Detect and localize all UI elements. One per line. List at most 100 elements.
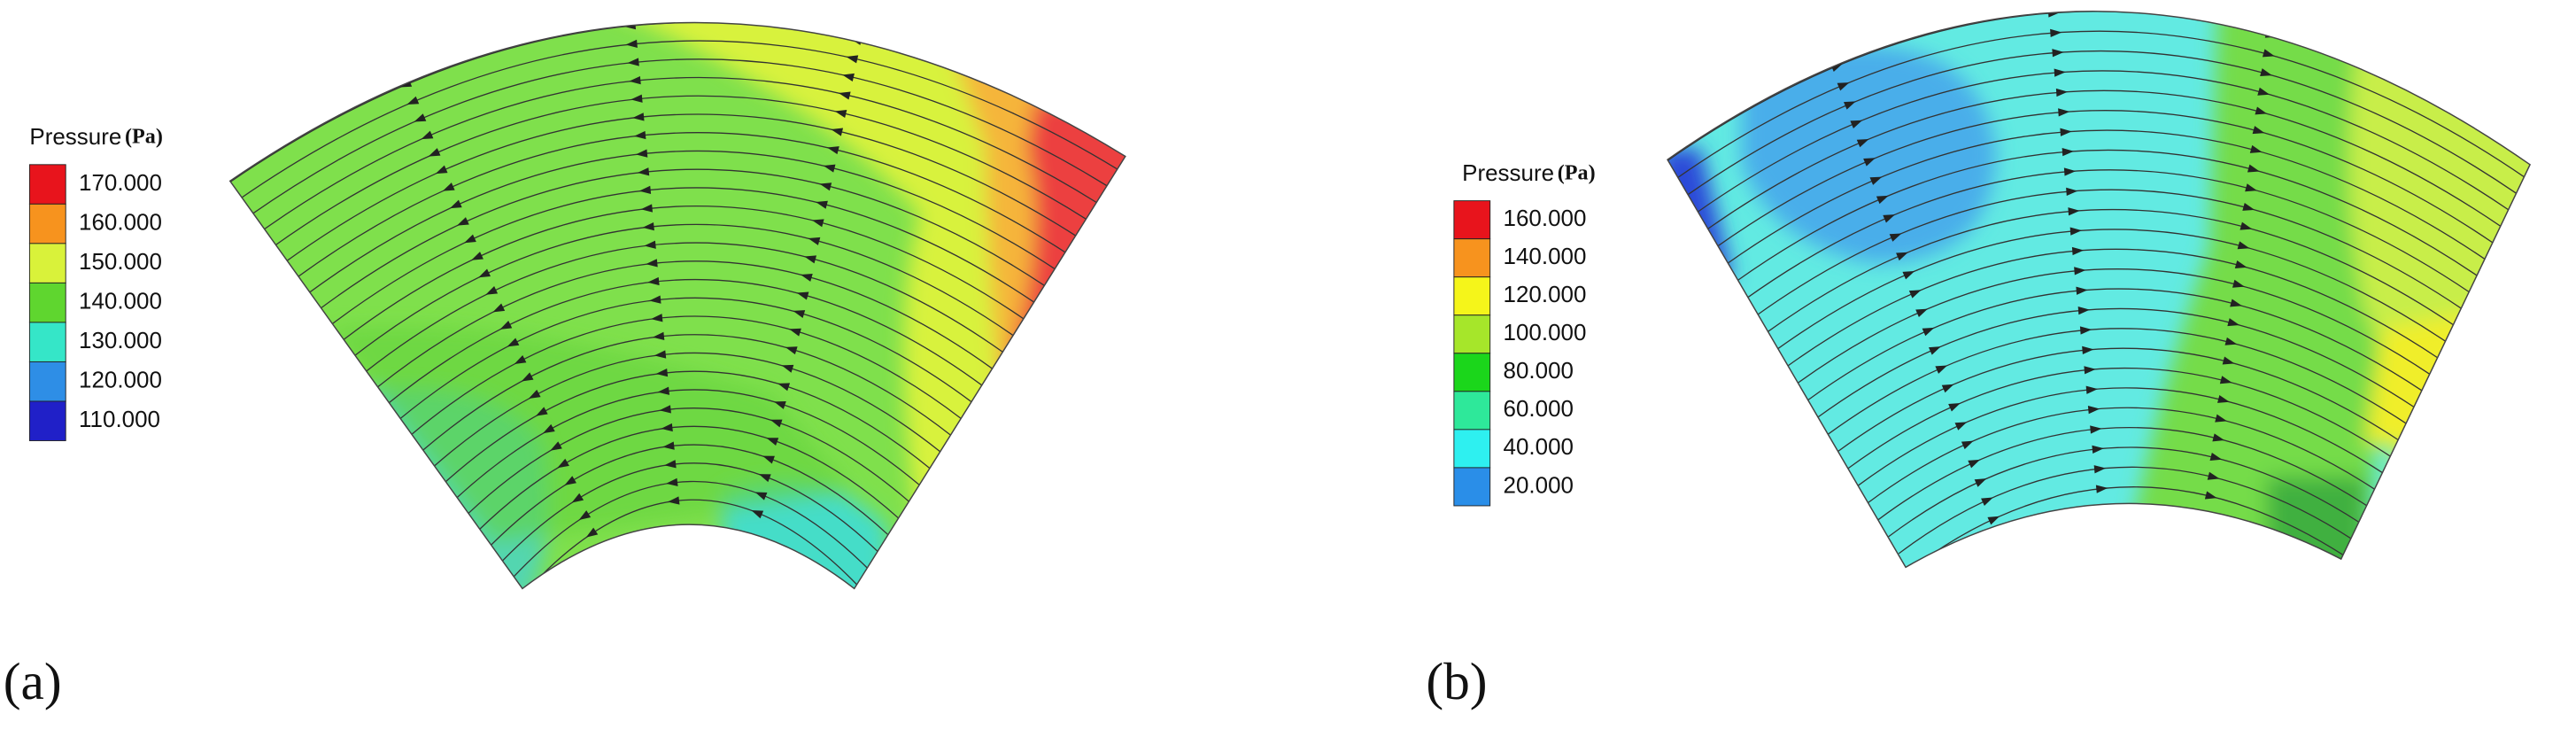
streamline (433, 352, 942, 468)
streamline (1898, 466, 2353, 555)
streamline (306, 150, 1056, 295)
legend-swatch (1453, 238, 1491, 278)
flow-arrow (762, 455, 775, 464)
flow-arrow (638, 185, 652, 194)
flow-arrow (2068, 207, 2080, 216)
flow-arrow (2077, 307, 2090, 315)
flow-arrow (637, 167, 650, 176)
flow-arrow (2090, 425, 2102, 434)
streamline (1725, 129, 2487, 266)
streamline (1735, 149, 2479, 283)
fan-outline-a (228, 21, 1126, 590)
streamline (456, 389, 921, 499)
flow-arrow (564, 476, 576, 485)
flow-arrow (543, 423, 555, 434)
legend-swatch (1453, 467, 1491, 507)
flow-arrow (1889, 233, 1902, 242)
legend-label: 140.000 (79, 288, 162, 314)
streamline (514, 480, 869, 577)
flow-arrow (1844, 101, 1856, 110)
legend-swatch (28, 164, 66, 205)
flow-arrow (414, 113, 427, 122)
flow-arrow (1941, 384, 1954, 393)
streamline (1705, 89, 2503, 232)
streamline (1908, 486, 2345, 568)
flow-arrow (754, 492, 768, 501)
flow-arrow (2219, 376, 2232, 384)
legend-swatch (28, 203, 66, 244)
legend-swatch (28, 322, 66, 362)
flow-arrow (657, 386, 670, 395)
flow-arrow (2052, 49, 2064, 58)
legend-label: 170.000 (79, 169, 162, 196)
flow-arrow (758, 474, 771, 483)
flow-arrow (1908, 290, 1922, 299)
flow-arrow (471, 252, 483, 260)
flow-arrow (507, 338, 520, 347)
flow-arrow (2249, 144, 2263, 153)
streamline (1877, 427, 2369, 521)
flow-arrow (808, 237, 821, 245)
streamline (295, 132, 1067, 279)
flow-arrow (442, 182, 455, 191)
flow-arrow (485, 286, 499, 295)
flow-arrow (649, 295, 661, 304)
legend-swatch (28, 400, 66, 441)
flow-arrow (2217, 394, 2230, 403)
flow-arrow (651, 314, 663, 322)
streamline (237, 40, 1119, 201)
flow-arrow (796, 291, 809, 300)
flow-arrow (585, 527, 599, 538)
fan-outline-b (1667, 11, 2531, 569)
flow-arrow (777, 383, 791, 392)
legend-swatch (1453, 200, 1491, 240)
flow-arrow (644, 240, 656, 249)
streamline (352, 223, 1015, 358)
flow-arrow (2207, 471, 2220, 480)
flow-arrow (464, 234, 476, 244)
flow-arrow (2255, 106, 2268, 115)
flow-arrow (2239, 221, 2253, 230)
flow-arrow (2227, 318, 2240, 327)
flow-arrow (435, 165, 448, 175)
flow-arrow (2082, 345, 2094, 355)
flow-arrow (1974, 478, 1987, 487)
streamline (1796, 268, 2432, 384)
flow-arrow (2084, 366, 2096, 375)
legend-label: 110.000 (79, 406, 160, 432)
flow-arrow (2230, 299, 2242, 307)
flow-arrow (819, 182, 832, 191)
legend-swatch (1453, 353, 1491, 392)
flow-arrow (550, 441, 562, 451)
flow-arrow (2260, 68, 2272, 77)
flow-arrow (2242, 202, 2255, 211)
streamline (1755, 189, 2464, 317)
flow-arrow (421, 130, 434, 140)
flow-arrow (766, 438, 779, 446)
flow-arrow (2247, 164, 2260, 173)
flow-arrow (811, 219, 824, 228)
flow-arrow (789, 328, 801, 337)
flow-arrow (668, 496, 680, 505)
streamline (1674, 30, 2526, 181)
contour-b (1667, 11, 2531, 568)
flow-arrow (655, 369, 669, 377)
flow-arrow (2054, 68, 2066, 77)
flow-arrow (652, 331, 665, 341)
streamline (1786, 248, 2440, 368)
flow-arrow (2085, 385, 2098, 394)
flow-arrow (2215, 414, 2227, 423)
flow-arrow (1954, 422, 1968, 431)
streamline (1745, 169, 2472, 299)
flow-arrow (1902, 271, 1915, 280)
streamline (364, 242, 1004, 373)
legend-title: Pressure (1462, 159, 1554, 186)
legend-swatch (1453, 429, 1491, 469)
legend-label: 40.000 (1504, 433, 1574, 460)
flow-arrow (528, 389, 541, 400)
flow-arrow (2069, 227, 2082, 236)
flow-arrow (492, 303, 506, 313)
flow-arrow (1987, 516, 2000, 525)
flow-arrow (625, 39, 638, 48)
